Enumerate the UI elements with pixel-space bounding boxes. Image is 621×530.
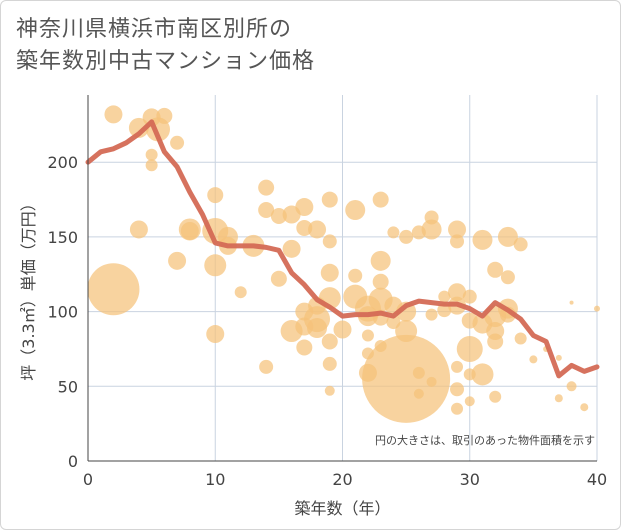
data-bubble xyxy=(497,226,518,247)
data-bubble xyxy=(322,356,337,371)
data-bubble xyxy=(259,359,274,374)
data-bubble xyxy=(513,237,528,252)
data-bubble xyxy=(413,388,424,399)
data-bubble xyxy=(451,360,464,373)
chart-title-line1: 神奈川県横浜市南区別所の xyxy=(16,17,293,42)
data-bubble xyxy=(554,394,563,403)
y-tick-label: 50 xyxy=(58,377,78,396)
data-bubble xyxy=(361,329,374,342)
x-tick-label: 0 xyxy=(83,470,93,489)
data-bubble xyxy=(421,219,442,240)
data-bubble xyxy=(387,226,400,239)
y-tick-label: 150 xyxy=(47,228,78,247)
data-bubble xyxy=(333,320,352,339)
data-bubble xyxy=(448,220,467,239)
data-bubble xyxy=(472,229,493,250)
data-bubble xyxy=(462,289,477,304)
data-bubble xyxy=(156,107,173,124)
x-tick-label: 20 xyxy=(332,470,352,489)
average-price-line xyxy=(85,119,600,379)
data-bubble xyxy=(438,290,451,303)
data-bubble xyxy=(451,402,464,415)
x-tick-label: 40 xyxy=(587,470,607,489)
data-bubble xyxy=(320,263,339,282)
data-bubble xyxy=(464,396,475,407)
data-bubble xyxy=(145,148,158,161)
data-bubble xyxy=(308,220,327,239)
data-bubble xyxy=(282,239,301,258)
data-bubble xyxy=(425,308,438,321)
data-bubble xyxy=(412,366,425,379)
data-bubble xyxy=(489,390,502,403)
x-tick-label: 10 xyxy=(205,470,225,489)
data-bubble xyxy=(580,403,589,412)
data-bubble xyxy=(168,251,187,270)
y-tick-label: 200 xyxy=(47,153,78,172)
data-bubble xyxy=(170,135,185,150)
data-bubble xyxy=(399,229,414,244)
data-bubble xyxy=(270,208,287,225)
data-bubble xyxy=(145,159,158,172)
data-bubble xyxy=(487,261,504,278)
data-bubble xyxy=(234,286,247,299)
average-line-layer xyxy=(85,119,600,379)
data-bubble xyxy=(258,179,275,196)
data-bubble xyxy=(345,200,366,221)
data-bubble xyxy=(321,333,338,350)
data-bubble xyxy=(322,234,337,249)
x-tick-label: 30 xyxy=(460,470,480,489)
y-axis-title: 坪（3.3㎡）単価（万円） xyxy=(19,195,38,380)
data-bubble xyxy=(87,263,140,316)
data-bubble xyxy=(426,376,437,387)
data-bubble xyxy=(450,382,465,397)
data-bubble xyxy=(529,355,538,364)
data-bubble xyxy=(296,339,313,356)
data-bubble xyxy=(500,270,515,285)
data-bubble xyxy=(450,234,465,249)
chart-title-line2: 築年数別中古マンション価格 xyxy=(16,49,316,74)
data-bubble xyxy=(204,254,227,277)
data-bubble xyxy=(128,117,149,138)
data-bubble xyxy=(370,250,391,271)
data-bubble xyxy=(555,354,562,361)
data-bubble xyxy=(270,270,287,287)
data-bubble xyxy=(295,198,314,217)
data-bubble xyxy=(206,325,225,344)
data-bubble xyxy=(321,191,338,208)
data-bubble xyxy=(129,220,148,239)
data-bubble xyxy=(594,305,600,312)
data-bubble xyxy=(566,381,577,392)
data-bubble xyxy=(372,273,389,290)
data-bubble xyxy=(362,334,451,423)
data-bubble xyxy=(448,283,467,302)
data-bubble xyxy=(348,268,363,283)
data-bubble xyxy=(207,187,224,204)
axes-layer: 0 10 20 30 40 0 50 100 150 200 xyxy=(47,95,607,489)
data-bubble xyxy=(296,219,313,236)
data-bubble xyxy=(569,300,574,305)
bubble-size-note: 円の大きさは、取引のあった物件面積を示す xyxy=(375,433,595,447)
data-bubble xyxy=(514,332,527,345)
data-bubble xyxy=(471,363,494,386)
chart-title: 神奈川県横浜市南区別所の 築年数別中古マンション価格 xyxy=(16,14,315,78)
data-bubble xyxy=(180,221,199,240)
data-bubble xyxy=(258,202,275,219)
data-bubble xyxy=(104,105,123,124)
y-tick-label: 100 xyxy=(47,303,78,322)
data-bubble xyxy=(324,385,335,396)
data-bubble xyxy=(307,318,328,339)
data-bubble xyxy=(456,335,483,362)
data-bubble xyxy=(487,333,504,350)
y-tick-label: 0 xyxy=(68,452,78,471)
data-bubble xyxy=(372,191,389,208)
x-axis-title: 築年数（年） xyxy=(294,499,390,518)
